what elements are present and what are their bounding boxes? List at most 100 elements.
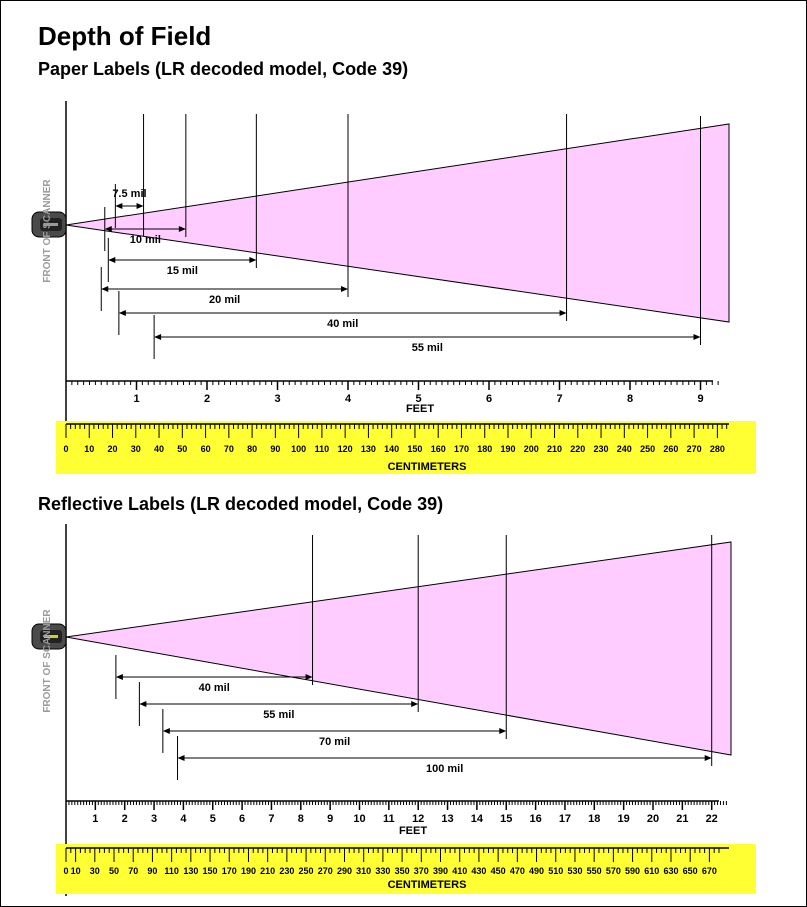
feet-tick-label: 22 [706,813,718,825]
paper-range-markers: 7.5 mil 10 mil 15 mil 20 mil 40 mil 55 mil [100,114,701,359]
range-arrow-head [104,226,112,232]
reflective-labels-subtitle: Reflective Labels (LR decoded model, Cod… [38,494,444,514]
range-label: 55 mil [263,709,294,721]
range-arrow-head [154,334,162,340]
cm-tick-label: 210 [547,444,562,454]
paper-labels-panel: FRONT OF SCANNER 1 2 3 4 5 6 7 8 9 FEET 0 10 20 30 4… [31,101,756,474]
cm-tick-label: 270 [318,866,333,876]
range-marker: 70 mil [162,535,507,753]
feet-tick-label: 8 [298,813,304,825]
range-arrow-head [178,226,186,232]
feet-tick-label: 16 [529,813,541,825]
range-arrow-head [115,674,123,680]
feet-tick-label: 2 [122,813,128,825]
cm-tick-label: 150 [203,866,218,876]
cm-tick-label: 70 [128,866,138,876]
cm-tick-label: 20 [108,444,118,454]
cm-tick-label: 130 [361,444,376,454]
range-label: 15 mil [167,265,198,277]
feet-tick-label: 1 [133,393,139,405]
reflective-scanner-label: FRONT OF SCANNER [42,609,53,713]
feet-tick-label: 3 [274,393,280,405]
range-arrow-head [559,310,567,316]
feet-tick-label: 3 [151,813,157,825]
cm-tick-label: 120 [338,444,353,454]
cm-tick-label: 310 [356,866,371,876]
range-marker: 20 mil [100,114,349,311]
cm-tick-label: 0 [63,444,68,454]
reflective-labels-panel: FRONT OF SCANNER 1 2 3 4 5 6 7 8 9 10 11 12 13 14 15 16… [31,524,756,896]
feet-tick-label: 4 [345,393,352,405]
feet-tick-label: 8 [627,393,633,405]
range-arrow-head [411,701,419,707]
cm-tick-label: 250 [640,444,655,454]
cm-tick-label: 290 [337,866,352,876]
feet-tick-label: 10 [353,813,365,825]
range-arrow-head [693,334,701,340]
cm-tick-label: 490 [529,866,544,876]
reflective-cm-ticks: 0 10 30 50 70 90 110 130 150 170 190 210 230 250 270 29… [63,848,720,876]
reflective-cm-axis-label: CENTIMETERS [388,879,467,891]
cm-tick-label: 30 [131,444,141,454]
cm-tick-label: 220 [570,444,585,454]
cm-tick-label: 50 [109,866,119,876]
range-marker: 100 mil [177,535,713,780]
range-marker: 40 mil [118,114,568,335]
range-label: 40 mil [327,318,358,330]
cm-tick-label: 30 [90,866,100,876]
reflective-feet-axis-label: FEET [399,825,427,837]
cm-tick-label: 90 [147,866,157,876]
range-arrow-head [101,286,109,292]
scanner-icon [31,211,67,238]
cm-tick-label: 410 [452,866,467,876]
cm-tick-label: 90 [270,444,280,454]
feet-tick-label: 1 [92,813,98,825]
range-arrow-head [341,286,348,292]
feet-tick-label: 13 [441,813,453,825]
cm-tick-label: 150 [407,444,422,454]
cm-tick-label: 280 [710,444,725,454]
cm-tick-label: 10 [71,866,81,876]
range-arrow-head [704,755,712,761]
range-arrow-head [177,755,185,761]
range-arrow-head [108,257,116,263]
reflective-scan-cone [65,541,732,756]
feet-tick-label: 5 [210,813,216,825]
reflective-range-markers: 40 mil 55 mil 70 mil 100 mil [115,535,713,780]
cm-tick-label: 110 [164,866,179,876]
cm-tick-label: 230 [594,444,609,454]
feet-tick-label: 15 [500,813,512,825]
cm-tick-label: 570 [606,866,621,876]
page-title: Depth of Field [38,21,212,51]
cm-tick-label: 430 [471,866,486,876]
cm-tick-label: 670 [702,866,717,876]
paper-scan-cone [65,123,730,323]
cm-tick-label: 140 [384,444,399,454]
cm-tick-label: 550 [587,866,602,876]
cm-tick-label: 130 [183,866,198,876]
cm-tick-label: 240 [617,444,632,454]
range-arrow-head [162,728,170,734]
paper-cm-axis-label: CENTIMETERS [388,461,467,473]
feet-tick-label: 4 [180,813,187,825]
range-marker: 55 mil [153,116,701,359]
paper-cm-band [56,421,756,474]
range-arrow-head [118,310,126,316]
cm-tick-label: 60 [201,444,211,454]
paper-labels-subtitle: Paper Labels (LR decoded model, Code 39) [38,59,409,79]
feet-tick-label: 2 [204,393,210,405]
cm-tick-label: 180 [477,444,492,454]
feet-tick-label: 6 [486,393,492,405]
cm-tick-label: 210 [260,866,275,876]
feet-tick-label: 19 [618,813,630,825]
cm-tick-label: 350 [395,866,410,876]
range-arrow-head [305,674,313,680]
feet-tick-label: 17 [559,813,571,825]
cm-tick-label: 650 [683,866,698,876]
range-arrow-head [139,701,147,707]
cm-tick-label: 50 [177,444,187,454]
feet-tick-label: 7 [556,393,562,405]
range-marker: 55 mil [138,535,419,726]
